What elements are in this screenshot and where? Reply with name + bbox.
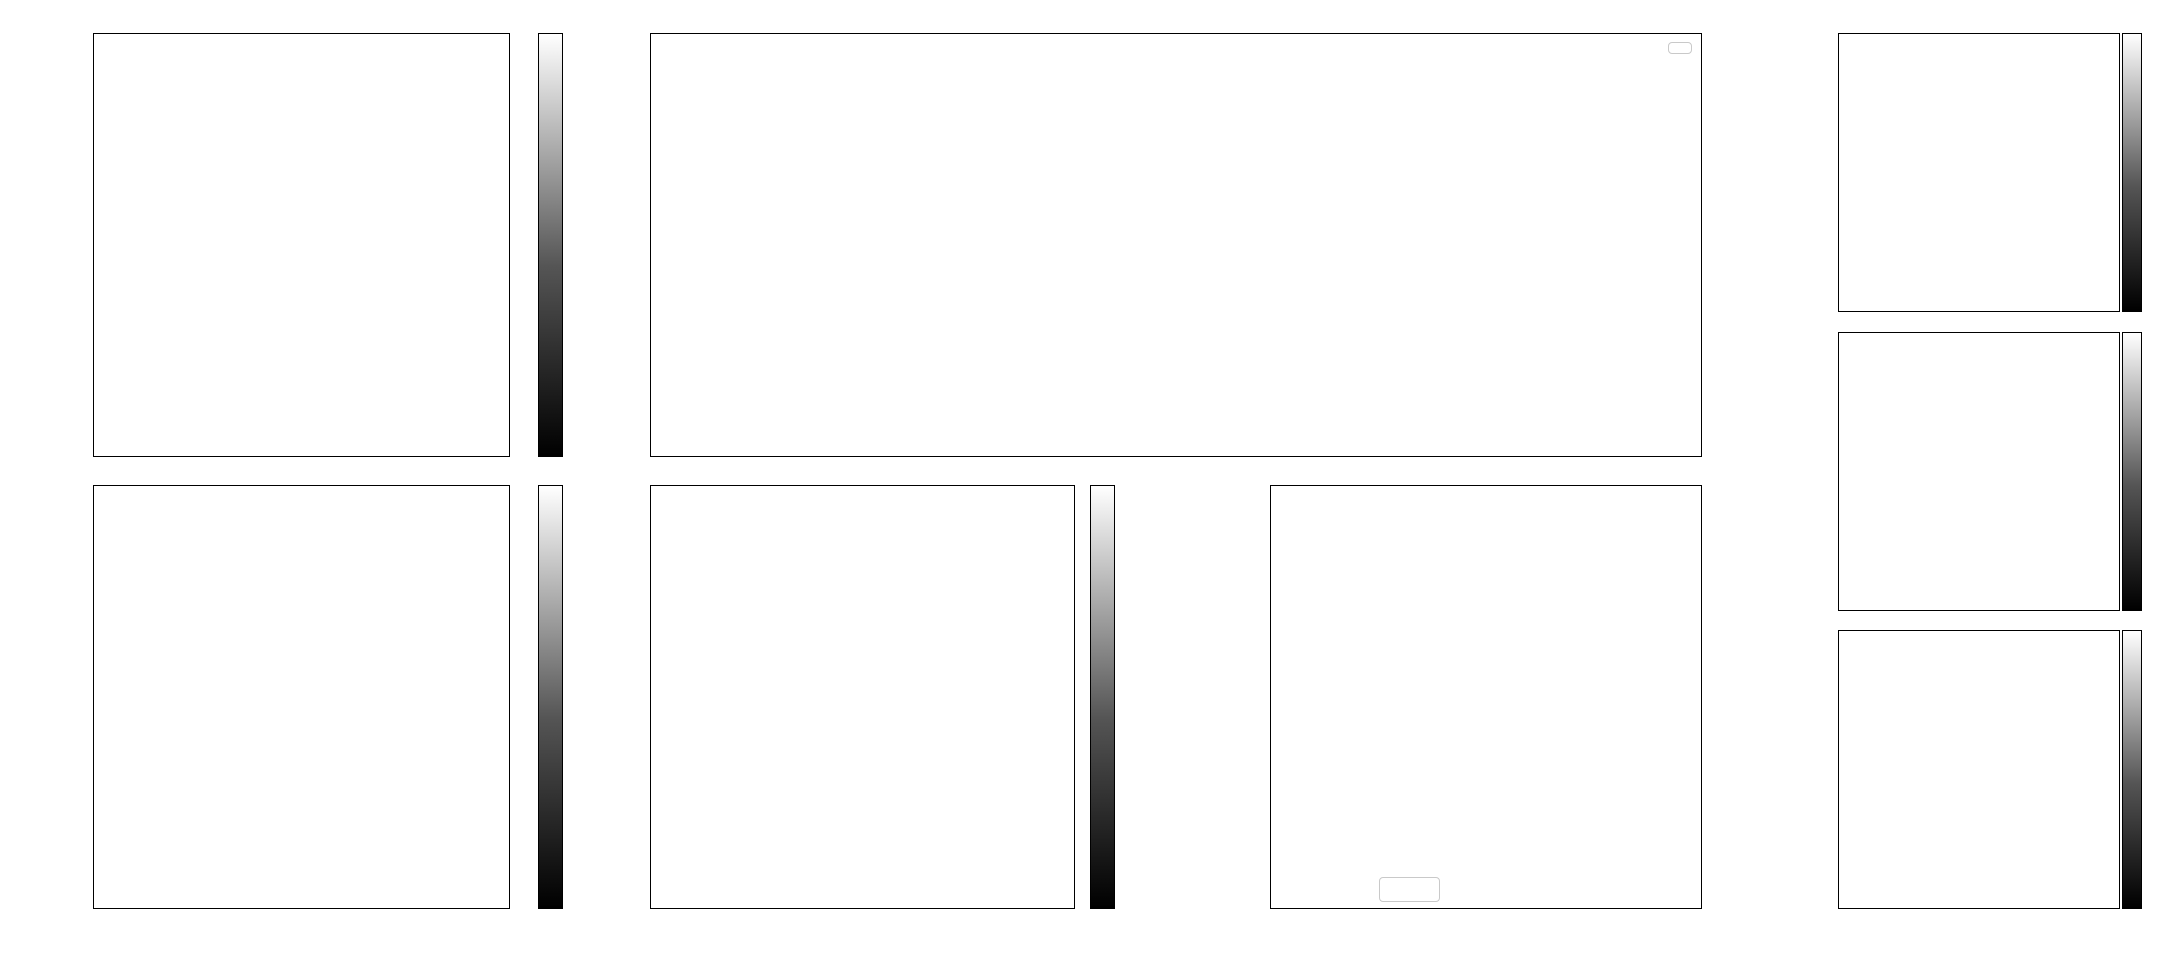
transient-cube-markers <box>94 34 509 456</box>
tcg-map-panel <box>1838 630 2120 909</box>
tcg-map-image <box>1839 631 2119 908</box>
lightcurve-plot <box>651 34 1701 456</box>
rms-map-image <box>1839 34 2119 311</box>
tcg-map-markers <box>1839 631 2119 908</box>
deep-cutout-panel <box>650 485 1075 909</box>
candidate-peak-line-swatch <box>1380 878 1439 901</box>
rms-map-markers <box>1839 34 2119 311</box>
spike-map-markers <box>1839 333 2119 610</box>
tcg-colorbar <box>2122 630 2142 909</box>
gleam-cutout-panel <box>93 485 510 909</box>
deep-markers <box>651 486 1074 908</box>
deep-image <box>651 486 1074 908</box>
transient-cube-colorbar <box>538 33 563 457</box>
candidate-errorbar-swatch <box>1669 43 1691 53</box>
histogram-legend <box>1379 877 1440 902</box>
flux-histogram-plot <box>1271 486 1701 908</box>
lightcurve-legend <box>1668 42 1692 54</box>
transient-cube-image <box>94 34 509 456</box>
spike-map-image <box>1839 333 2119 610</box>
flux-histogram-panel <box>1270 485 1702 909</box>
rms-colorbar <box>2122 33 2142 312</box>
spike-colorbar <box>2122 332 2142 611</box>
rms-map-panel <box>1838 33 2120 312</box>
transient-cube-cutout-panel <box>93 33 510 457</box>
gleam-markers <box>94 486 509 908</box>
gleam-image <box>94 486 509 908</box>
lightcurve-panel <box>650 33 1702 457</box>
gleam-colorbar <box>538 485 563 909</box>
deep-colorbar <box>1090 485 1115 909</box>
spike-map-panel <box>1838 332 2120 611</box>
